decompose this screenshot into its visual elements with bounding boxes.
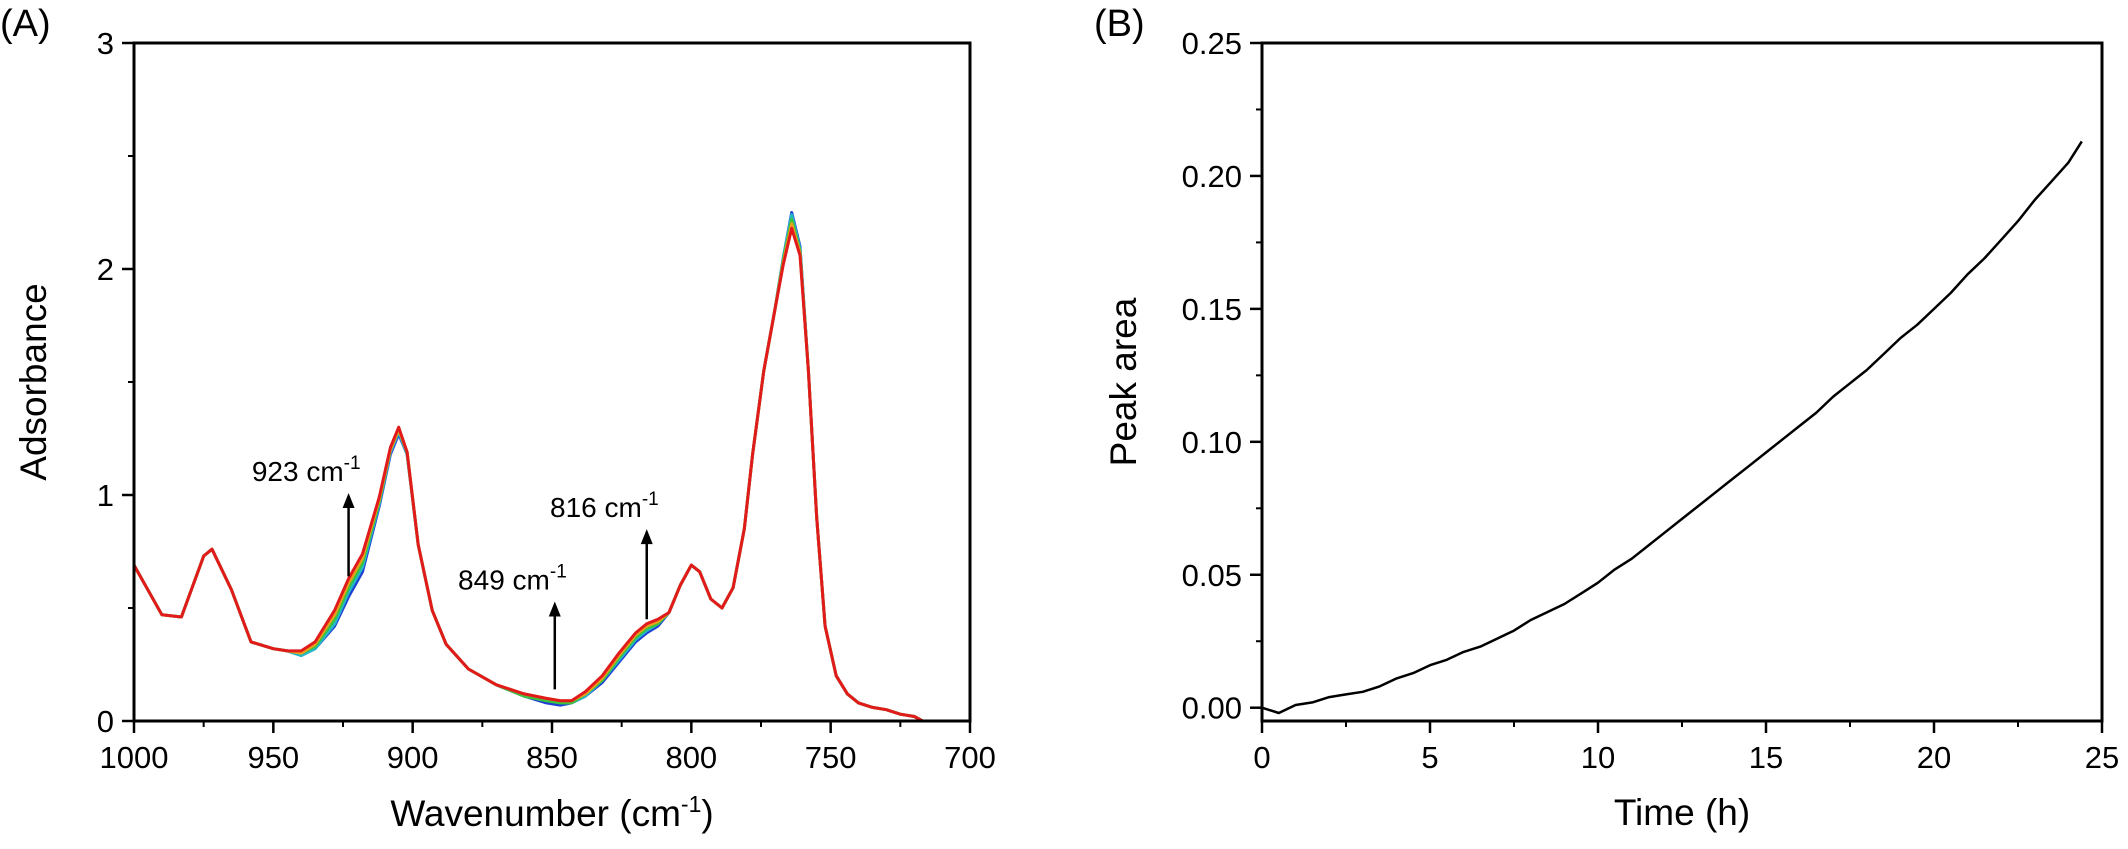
x-tick-label: 950 <box>247 740 299 775</box>
x-tick-label: 850 <box>526 740 578 775</box>
panel-b-label: (B) <box>1094 3 1145 45</box>
panel-a-y-axis: 0 1 2 3 <box>97 26 134 739</box>
x-tick-label: 800 <box>665 740 717 775</box>
annotation-superscript: -1 <box>642 489 659 510</box>
y-tick-label: 2 <box>97 252 114 287</box>
x-tick-label: 10 <box>1581 740 1615 775</box>
y-tick-label: 0.20 <box>1182 159 1242 194</box>
y-tick-label: 0 <box>97 704 114 739</box>
panel-b-plot-frame <box>1260 41 2104 723</box>
annotation-arrow-head <box>640 529 653 545</box>
annotation-superscript: -1 <box>550 561 567 582</box>
annotation-arrow-head <box>548 601 561 617</box>
panel-b-y-axis: 0.00 0.05 0.10 0.15 0.20 0.25 <box>1182 26 1262 726</box>
annotation-superscript: -1 <box>344 453 361 474</box>
x-tick-label: 700 <box>944 740 996 775</box>
panel-a-series-group <box>132 211 924 723</box>
annotation-text: 849 cm <box>458 564 550 595</box>
y-tick-label: 0.10 <box>1182 425 1242 460</box>
panel-a-plot-frame <box>132 41 972 723</box>
annotation-label: 849 cm-1 <box>458 561 567 595</box>
y-tick-label: 0.15 <box>1182 292 1242 327</box>
x-tick-label: 900 <box>387 740 439 775</box>
x-tick-label: 25 <box>2085 740 2119 775</box>
panel-b-series-group <box>1261 140 2083 715</box>
x-tick-label: 0 <box>1253 740 1270 775</box>
annotation-arrow-head <box>342 493 355 508</box>
x-tick-label: 750 <box>805 740 857 775</box>
panel-b-x-axis: 0 5 10 15 20 25 <box>1253 721 2119 775</box>
x-tick-label: 15 <box>1749 740 1783 775</box>
y-tick-label: 0.05 <box>1182 558 1242 593</box>
annotation-text: 816 cm <box>550 492 642 523</box>
y-tick-label: 0.25 <box>1182 26 1242 61</box>
y-tick-label: 3 <box>97 26 114 61</box>
panel-a-label: (A) <box>0 3 51 45</box>
annotation-text: 923 cm <box>252 456 344 487</box>
panel-a-x-axis: 1000 950 900 850 800 750 700 <box>100 721 996 775</box>
panel-b-x-axis-title: Time (h) <box>1614 792 1750 833</box>
y-tick-label: 0.00 <box>1182 691 1242 726</box>
x-tick-label: 1000 <box>100 740 169 775</box>
panel-b-y-axis-title: Peak area <box>1103 297 1144 466</box>
panel-b: (B) 0 5 10 15 20 25 0.000.050.100.150.200.25 … <box>1094 3 2119 833</box>
x-tick-label: 20 <box>1917 740 1951 775</box>
panel-a-x-axis-title: Wavenumber (cm-1) <box>390 791 713 834</box>
x-tick-label: 5 <box>1421 740 1438 775</box>
annotation-label: 923 cm-1 <box>252 453 361 487</box>
annotation-label: 816 cm-1 <box>550 489 659 523</box>
series-line-1 <box>1261 140 2083 715</box>
panel-a-y-axis-title: Adsorbance <box>13 283 54 480</box>
series-line-5 <box>132 226 924 723</box>
y-tick-label: 1 <box>97 478 114 513</box>
